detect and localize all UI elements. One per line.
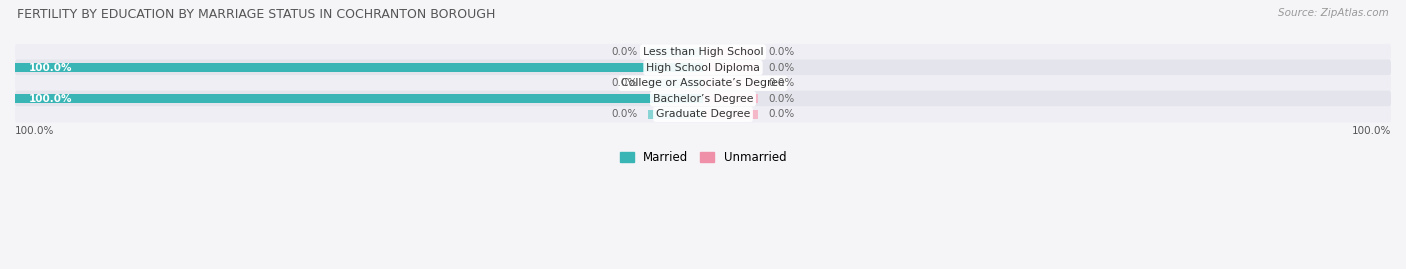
Text: Source: ZipAtlas.com: Source: ZipAtlas.com [1278, 8, 1389, 18]
Text: 0.0%: 0.0% [612, 78, 638, 88]
Bar [648, 48, 703, 56]
Text: 0.0%: 0.0% [768, 109, 794, 119]
Text: FERTILITY BY EDUCATION BY MARRIAGE STATUS IN COCHRANTON BOROUGH: FERTILITY BY EDUCATION BY MARRIAGE STATU… [17, 8, 495, 21]
Text: 0.0%: 0.0% [612, 109, 638, 119]
Legend: Married, Unmarried: Married, Unmarried [620, 151, 786, 164]
Text: 100.0%: 100.0% [1351, 126, 1391, 136]
Text: 100.0%: 100.0% [28, 63, 72, 73]
Text: 100.0%: 100.0% [15, 126, 55, 136]
FancyBboxPatch shape [15, 91, 1391, 107]
FancyBboxPatch shape [15, 59, 1391, 76]
Bar [703, 79, 758, 88]
Text: 0.0%: 0.0% [768, 47, 794, 57]
Bar [15, 94, 703, 103]
Text: 0.0%: 0.0% [768, 94, 794, 104]
Text: Graduate Degree: Graduate Degree [655, 109, 751, 119]
Text: Bachelor’s Degree: Bachelor’s Degree [652, 94, 754, 104]
Text: Less than High School: Less than High School [643, 47, 763, 57]
Bar [703, 94, 758, 103]
FancyBboxPatch shape [15, 44, 1391, 60]
Text: 0.0%: 0.0% [612, 47, 638, 57]
Bar [648, 79, 703, 88]
Text: 0.0%: 0.0% [768, 63, 794, 73]
Text: 100.0%: 100.0% [28, 94, 72, 104]
FancyBboxPatch shape [15, 75, 1391, 91]
Text: High School Diploma: High School Diploma [647, 63, 759, 73]
Text: 0.0%: 0.0% [768, 78, 794, 88]
Bar [703, 63, 758, 72]
FancyBboxPatch shape [15, 106, 1391, 122]
Text: College or Associate’s Degree: College or Associate’s Degree [621, 78, 785, 88]
Bar [703, 110, 758, 119]
Bar [648, 110, 703, 119]
Bar [703, 48, 758, 56]
Bar [15, 63, 703, 72]
